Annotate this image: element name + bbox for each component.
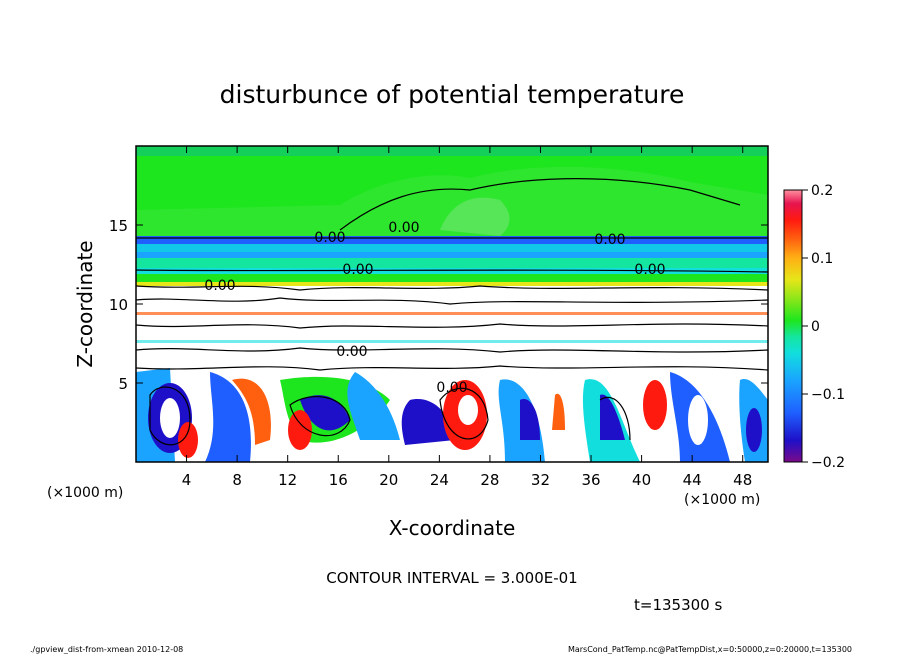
x-unit-left: (×1000 m) — [47, 485, 123, 501]
footer-right: MarsCond_PatTemp.nc@PatTempDist,x=0:5000… — [568, 645, 852, 654]
x-tick-label: 20 — [379, 471, 398, 489]
x-tick-label: 32 — [531, 471, 550, 489]
z-tick-label: 5 — [118, 375, 128, 393]
colorbar-ticks: 0.2 0.1 0 −0.1 −0.2 — [802, 183, 845, 471]
x-tick-label: 12 — [278, 471, 297, 489]
x-tick-label: 36 — [581, 471, 600, 489]
contour-label: 0.00 — [634, 262, 665, 278]
colorbar-tick-label: 0 — [811, 319, 820, 335]
z-axis: 5 10 15 — [109, 217, 768, 393]
colorbar-tick-label: 0.2 — [811, 183, 833, 199]
contour-label: 0.00 — [388, 220, 419, 236]
z-tick-label: 15 — [109, 217, 128, 235]
contour-label: 0.00 — [204, 278, 235, 294]
contour-label: 0.00 — [594, 232, 625, 248]
contour-label: 0.00 — [314, 230, 345, 246]
colorbar-tick-label: 0.1 — [811, 251, 833, 267]
x-tick-label: 40 — [632, 471, 651, 489]
chart-title: disturbunce of potential temperature — [220, 80, 685, 109]
z-tick-label: 10 — [109, 296, 128, 314]
colorbar-tick-label: −0.1 — [811, 387, 845, 403]
x-tick-label: 48 — [733, 471, 752, 489]
contour-label-layer: 0.00 0.00 0.00 0.00 0.00 0.00 0.00 0.00 — [204, 220, 665, 396]
z-unit-label: (×1000 m) — [684, 492, 760, 508]
colorbar-tick-label: −0.2 — [811, 455, 845, 471]
y-axis-label: Z-coordinate — [73, 240, 97, 367]
contour-interval-text: CONTOUR INTERVAL = 3.000E-01 — [326, 569, 577, 587]
contour-label: 0.00 — [342, 262, 373, 278]
x-axis: 4 8 12 16 20 24 28 32 36 40 44 48 — [182, 146, 752, 489]
x-tick-label: 8 — [232, 471, 242, 489]
contour-label: 0.00 — [336, 344, 367, 360]
time-label: t=135300 s — [634, 596, 722, 614]
x-tick-label: 16 — [329, 471, 348, 489]
footer-left: ./gpview_dist-from-xmean 2010-12-08 — [30, 645, 183, 654]
x-axis-label: X-coordinate — [389, 516, 516, 540]
x-tick-label: 44 — [683, 471, 702, 489]
x-tick-label: 4 — [182, 471, 192, 489]
colorbar — [783, 189, 803, 463]
heatmap-field — [136, 146, 768, 462]
x-tick-label: 24 — [430, 471, 449, 489]
contour-label: 0.00 — [436, 380, 467, 396]
x-tick-label: 28 — [480, 471, 499, 489]
